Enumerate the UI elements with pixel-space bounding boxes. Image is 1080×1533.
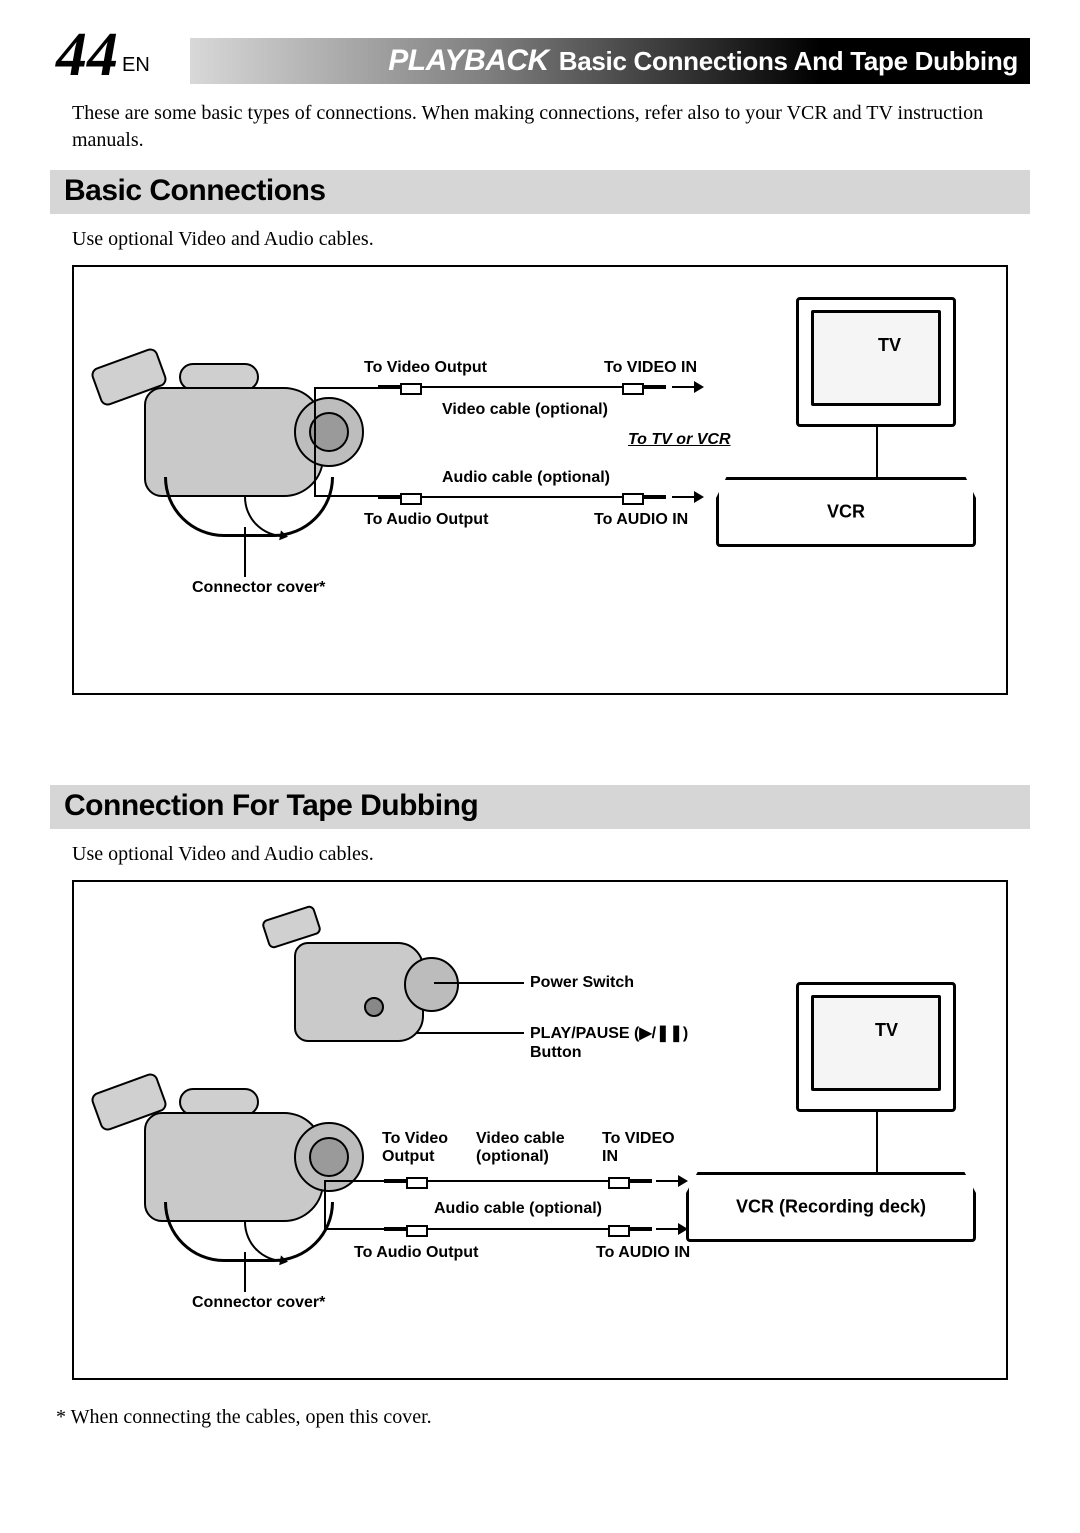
video-cable-line-2 [428,1180,608,1182]
leader-power-switch [434,982,524,984]
label2-to-audio-output: To Audio Output [354,1244,478,1262]
vcr-device: VCR [716,477,976,547]
page-number: 44 [56,24,118,86]
header-title-rest: Basic Connections And Tape Dubbing [559,46,1018,77]
leader-v1 [314,389,316,497]
label-connector-cover: Connector cover* [192,579,325,597]
label-to-audio-output: To Audio Output [364,511,488,529]
page-number-block: 44 EN [50,24,150,86]
arrow-video-in-icon [672,386,702,388]
section2-note: Use optional Video and Audio cables. [72,843,1030,866]
arrow2-audio-icon [656,1228,686,1230]
tv-vcr-line [876,427,878,477]
label-audio-cable: Audio cable (optional) [442,469,610,487]
plug-right-audio-icon [622,490,666,504]
leader2-h2 [324,1228,384,1230]
label-play-pause: PLAY/PAUSE (▶/❚❚) Button [530,1024,720,1062]
diagram-tape-dubbing: Power Switch PLAY/PAUSE (▶/❚❚) Button TV… [72,880,1008,1380]
label2-to-video-output: To Video Output [382,1130,462,1167]
plug2-left-video-icon [384,1174,428,1188]
tv-device-2 [796,982,956,1112]
camcorder2-lens-inner [309,1137,349,1177]
label-to-video-in: To VIDEO IN [604,359,697,377]
label-to-video-output: To Video Output [364,359,487,377]
label2-to-video-in: To VIDEO IN [602,1130,692,1167]
arrow2-video-icon [656,1180,686,1182]
camcorder-top-lens [404,957,459,1012]
audio-cable-line [422,496,622,498]
leader2-connector-cover [244,1252,246,1292]
label-video-cable: Video cable (optional) [442,401,608,419]
leader-h1 [314,387,378,389]
tv-screen-2 [811,995,941,1091]
leader-connector-cover [244,527,246,577]
tv-vcr-line-2 [876,1112,878,1172]
page-header: 44 EN PLAYBACK Basic Connections And Tap… [50,30,1030,86]
video-cable-line [422,386,622,388]
intro-paragraph: These are some basic types of connection… [72,100,1030,154]
plug2-right-audio-icon [608,1222,652,1236]
page-language: EN [122,54,150,77]
plug-left-video-icon [378,380,422,394]
vcr-recording-label: VCR (Recording deck) [689,1197,973,1218]
audio-cable-line-2 [428,1228,608,1230]
section1-note: Use optional Video and Audio cables. [72,228,1030,251]
camcorder-side-illustration [94,1052,354,1252]
label2-audio-cable: Audio cable (optional) [434,1200,602,1218]
plug2-right-video-icon [608,1174,652,1188]
label-power-switch: Power Switch [530,974,634,992]
leader2-v [324,1180,326,1230]
leader2-h1 [324,1180,384,1182]
leader-play-pause [416,1032,524,1034]
footnote: * When connecting the cables, open this … [56,1406,1030,1429]
arrow-audio-in-icon [672,496,702,498]
vcr-recording-deck: VCR (Recording deck) [686,1172,976,1242]
tv-device [796,297,956,427]
header-gradient-bar: PLAYBACK Basic Connections And Tape Dubb… [190,38,1030,84]
tv-label-2: TV [875,1020,898,1041]
section-heading-tape-dubbing: Connection For Tape Dubbing [50,785,1030,829]
label-to-audio-in: To AUDIO IN [594,511,688,529]
label2-connector-cover: Connector cover* [192,1294,325,1312]
plug2-left-audio-icon [384,1222,428,1236]
tv-label: TV [878,335,901,356]
header-title-emphasis: PLAYBACK [388,44,548,78]
plug-right-video-icon [622,380,666,394]
leader-h2 [314,495,378,497]
tv-screen [811,310,941,406]
camcorder-top-illustration [264,902,464,1072]
section-heading-basic-connections: Basic Connections [50,170,1030,214]
label2-to-audio-in: To AUDIO IN [596,1244,690,1262]
camcorder-power-switch [364,997,384,1017]
plug-left-audio-icon [378,490,422,504]
label-to-tv-or-vcr: To TV or VCR [628,431,731,449]
label2-video-cable: Video cable (optional) [476,1130,576,1167]
vcr-label: VCR [719,502,973,523]
diagram-basic-connections: TV VCR To Video Output To VIDEO IN Video… [72,265,1008,695]
